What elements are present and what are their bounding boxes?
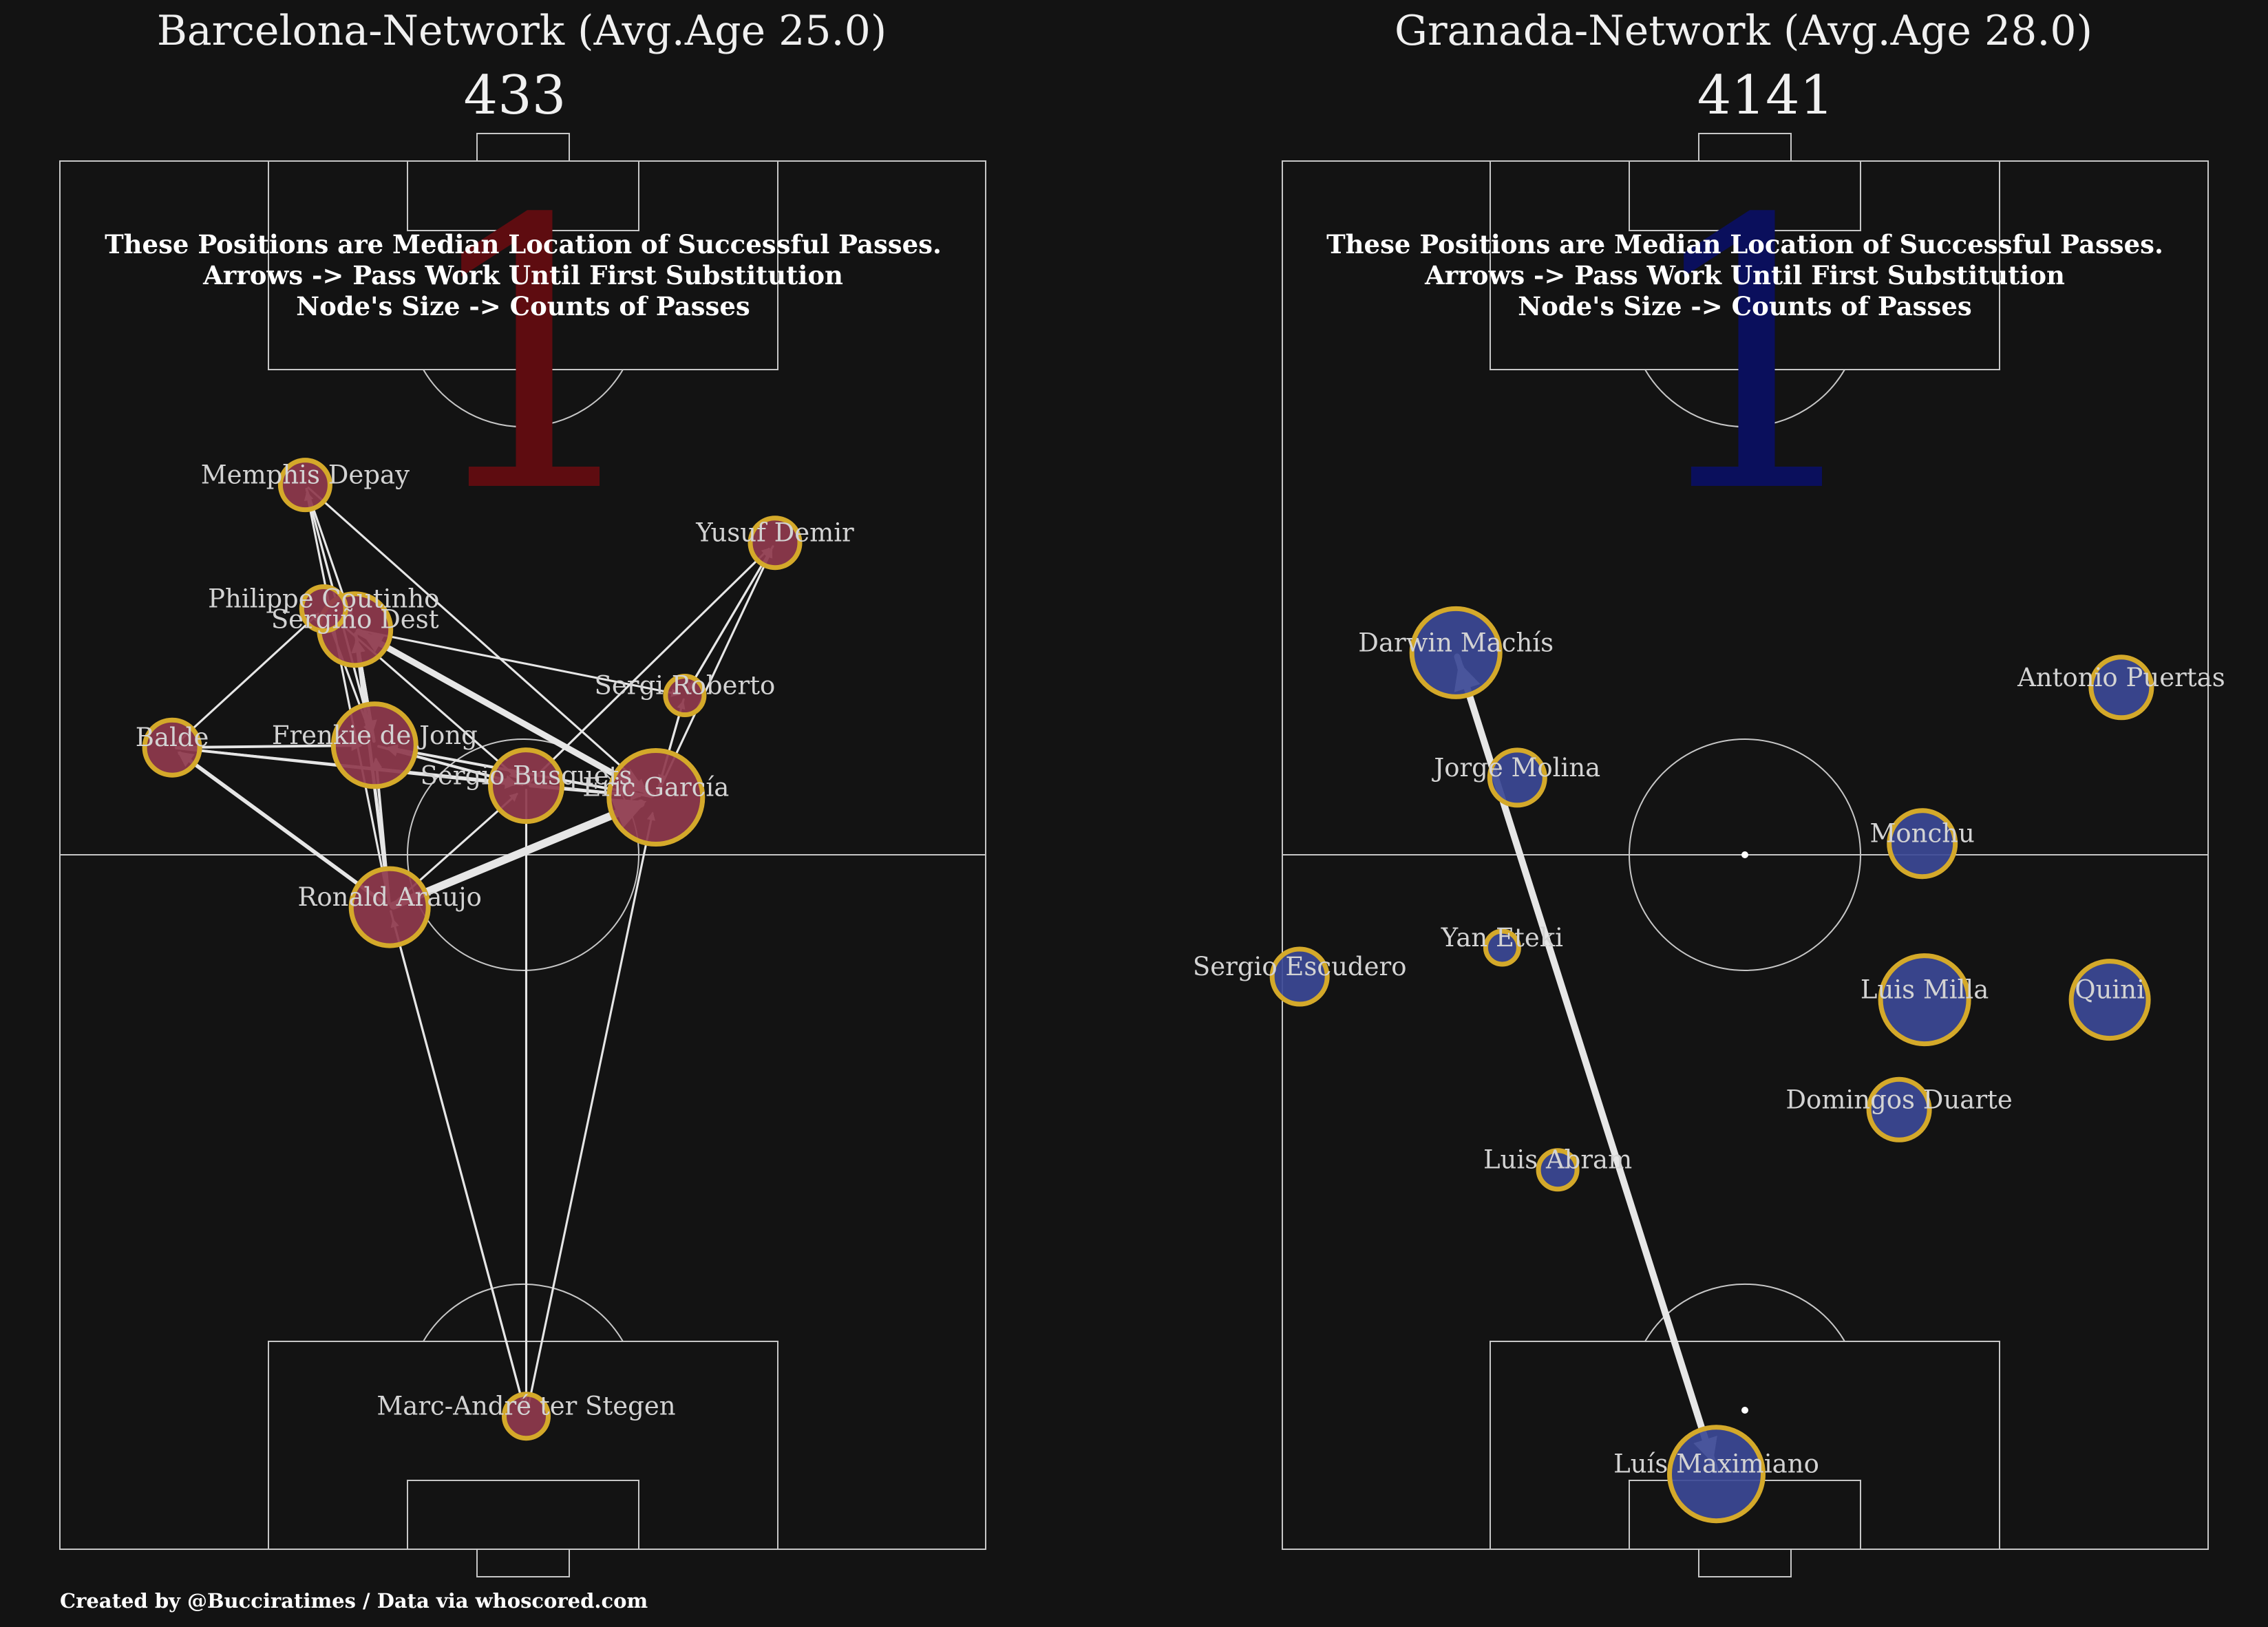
player-node-jorge-molina [1487,747,1547,808]
pass-arrow-sergio-busquets-to-yusuf-demir [528,547,770,785]
barcelona-formation: 433 [464,65,566,127]
note-line-3: Node's Size -> Counts of Passes [296,291,750,321]
note-line-3: Node's Size -> Counts of Passes [1518,291,1971,321]
player-node-ronald-araujo [348,866,431,948]
note-line-2: Arrows -> Pass Work Until First Substitu… [1424,260,2065,290]
player-node-luis-maximiano [1667,1425,1766,1524]
barcelona-pass-arrows [173,487,774,1414]
player-node-sergio-escudero [1269,946,1330,1007]
barcelona-panel: Barcelona-Network (Avg.Age 25.0) 433 1 T… [59,7,986,1577]
player-label-philippe-coutinho: Philippe Coutinho [208,584,439,614]
note-line-1: These Positions are Median Location of S… [1326,229,2163,259]
player-node-yan-eteki [1483,928,1521,967]
top-goal [476,133,570,162]
granada-notes: These Positions are Median Location of S… [1326,229,2163,321]
player-node-antonio-puertas [2088,655,2154,721]
player-node-balde [142,717,202,778]
player-node-domingos-duarte [1866,1076,1932,1142]
player-label-frenkie-de-jong: Frenkie de Jong [272,721,478,750]
player-label-sergino-dest: Sergiño Dest [271,605,439,635]
pass-arrow-memphis-depay-to-eric-garcia [307,487,645,788]
barcelona-title: Barcelona-Network (Avg.Age 25.0) [157,7,887,55]
player-label-sergio-escudero: Sergio Escudero [1193,952,1407,981]
granada-formation: 4141 [1697,65,1834,127]
granada-player-nodes [1269,606,2154,1524]
top-goal [1698,133,1792,162]
granada-panel: Granada-Network (Avg.Age 28.0) 4141 1 Th… [1193,7,2225,1577]
note-line-1: These Positions are Median Location of S… [105,229,942,259]
player-label-luis-abram: Luis Abram [1483,1145,1632,1175]
player-label-ronald-araujo: Ronald Araujo [298,882,482,912]
player-label-eric-garcia: Eric García [582,773,729,802]
note-line-2: Arrows -> Pass Work Until First Substitu… [202,260,843,290]
player-node-philippe-coutinho [299,584,348,633]
player-label-balde: Balde [136,723,209,752]
player-label-yusuf-demir: Yusuf Demir [695,518,854,548]
player-node-quini [2068,959,2151,1041]
player-label-domingos-duarte: Domingos Duarte [1785,1085,2012,1114]
pass-arrow-balde-to-philippe-coutinho [173,613,319,746]
granada-pitch [1282,133,2209,1577]
player-node-luis-milla [1878,953,1971,1047]
centre-circle [407,738,639,971]
player-label-marc-andre-ter-stegen: Marc-André ter Stegen [377,1392,675,1421]
pass-arrow-eric-garcia-to-sergino-dest [362,632,655,798]
player-label-luis-maximiano: Luís Maximiano [1613,1449,1819,1479]
barcelona-player-labels: Marc-André ter Stegen Ronald Araujo Eric G… [136,460,854,1421]
player-node-marc-andre-ter-stegen [502,1392,551,1441]
player-node-sergi-roberto [663,674,707,717]
player-label-quini: Quini [2075,975,2145,1005]
centre-spot [1741,851,1748,858]
player-label-sergi-roberto: Sergi Roberto [595,671,776,701]
player-node-luis-abram [1536,1148,1580,1192]
player-node-eric-garcia [606,748,706,847]
player-label-monchu: Monchu [1870,819,1975,849]
top-penalty-arc [423,369,624,428]
player-node-yusuf-demir [748,515,803,571]
granada-player-labels: Luís Maximiano Luis Abram Domingos Duarte Q… [1193,628,2225,1478]
pass-arrow-yusuf-demir-to-sergi-roberto [687,545,774,692]
granada-title: Granada-Network (Avg.Age 28.0) [1395,7,2092,55]
barcelona-player-nodes [142,458,803,1441]
granada-watermark: 1 [1638,142,1875,574]
player-label-luis-milla: Luis Milla [1861,975,1989,1005]
pass-arrow-marc-andre-ter-stegen-to-eric-garcia [526,811,656,1414]
player-node-monchu [1887,808,1958,880]
barcelona-notes: These Positions are Median Location of S… [105,229,942,321]
player-node-darwin-machis [1409,606,1503,699]
pass-arrow-ronald-araujo-to-memphis-depay [304,491,390,904]
bottom-penalty-arc [423,1283,624,1342]
player-label-yan-eteki: Yan Eteki [1441,923,1563,953]
player-label-antonio-puertas: Antonio Puertas [2017,663,2225,692]
centre-circle [1629,738,1861,971]
barcelona-pitch [59,133,986,1577]
pass-arrow-balde-to-frenkie-de-jong [175,740,363,752]
barcelona-watermark: 1 [416,142,653,574]
credit-text: Created by @Bucciratimes / Data via whos… [60,1589,648,1613]
pass-arrow-ronald-araujo-to-eric-garcia [389,798,647,910]
penalty-spot [1741,1407,1748,1414]
player-label-jorge-molina: Jorge Molina [1431,753,1600,783]
bottom-six-yard-box [407,1480,639,1550]
player-node-frenkie-de-jong [330,701,418,789]
player-label-darwin-machis: Darwin Machís [1358,628,1554,657]
player-node-memphis-depay [277,458,332,513]
pass-arrow-sergino-dest-to-sergi-roberto [358,629,680,697]
bottom-goal [476,1549,570,1577]
player-label-memphis-depay: Memphis Depay [201,460,410,490]
player-label-sergio-busquets: Sergio Busquets [421,761,633,791]
bottom-penalty-box [268,1341,778,1550]
player-node-sergio-busquets [488,747,564,825]
pass-arrow-ronald-araujo-to-marc-andre-ter-stegen [390,910,527,1411]
bottom-goal [1698,1549,1792,1577]
top-penalty-arc [1644,369,1845,428]
pass-arrow-ronald-araujo-to-balde [177,751,389,907]
